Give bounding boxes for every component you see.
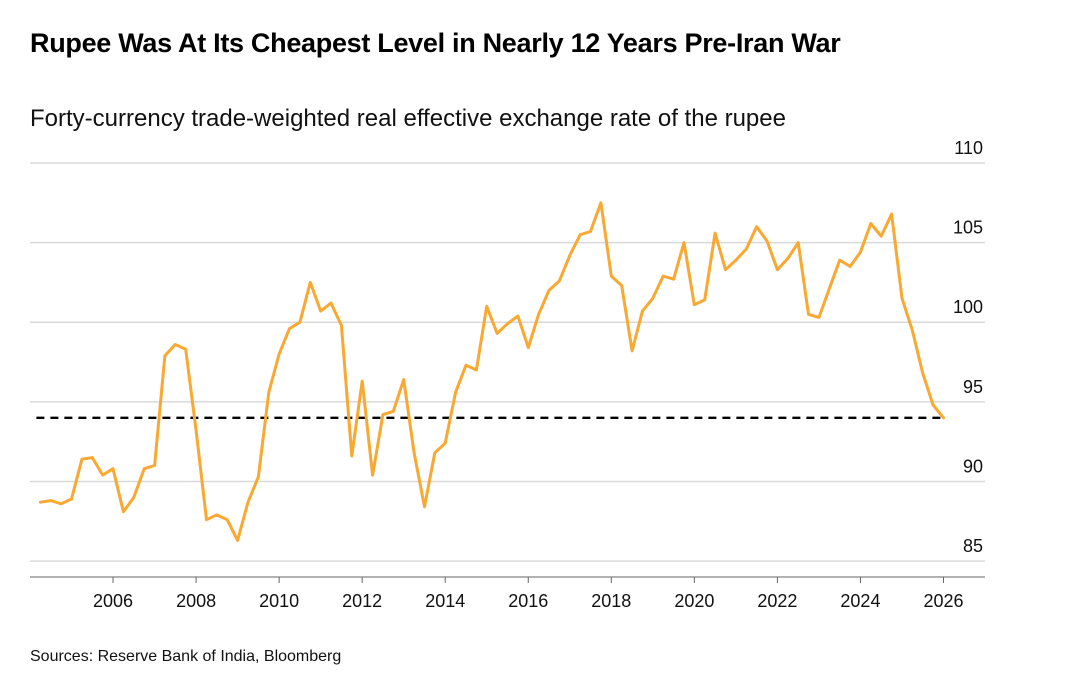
y-tick-label: 100 bbox=[953, 297, 983, 317]
x-tick-label: 2010 bbox=[259, 591, 299, 611]
y-tick-labels: 85 90 95 100 105 110 bbox=[953, 138, 983, 556]
x-tick-label: 2012 bbox=[342, 591, 382, 611]
grid-lines bbox=[30, 162, 985, 562]
x-tick-label: 2006 bbox=[93, 591, 133, 611]
x-tick-label: 2008 bbox=[176, 591, 216, 611]
y-tick-label: 90 bbox=[963, 456, 983, 476]
series-layer bbox=[38, 201, 945, 542]
x-tick-label: 2020 bbox=[674, 591, 714, 611]
y-tick-label: 110 bbox=[954, 138, 983, 158]
y-tick-label: 85 bbox=[963, 536, 983, 556]
x-tick-label: 2018 bbox=[591, 591, 631, 611]
chart-area: 85 90 95 100 105 110 2006 2008 2010 2012 2014 2016… bbox=[30, 138, 985, 611]
x-tick-label: 2016 bbox=[508, 591, 548, 611]
x-tick-label: 2026 bbox=[923, 591, 963, 611]
chart-title: Rupee Was At Its Cheapest Level in Nearl… bbox=[30, 28, 841, 58]
y-tick-label: 95 bbox=[963, 377, 983, 397]
x-tick-labels: 2006 2008 2010 2012 2014 2016 2018 2020 2022 2024… bbox=[30, 576, 985, 611]
source-note: Sources: Reserve Bank of India, Bloomber… bbox=[30, 648, 342, 665]
x-tick-label: 2022 bbox=[757, 591, 797, 611]
chart-subtitle: Forty-currency trade-weighted real effec… bbox=[30, 105, 786, 132]
series-line-reer bbox=[38, 201, 945, 542]
x-tick-label: 2014 bbox=[425, 591, 465, 611]
x-tick-label: 2024 bbox=[840, 591, 880, 611]
y-tick-label: 105 bbox=[953, 218, 983, 238]
